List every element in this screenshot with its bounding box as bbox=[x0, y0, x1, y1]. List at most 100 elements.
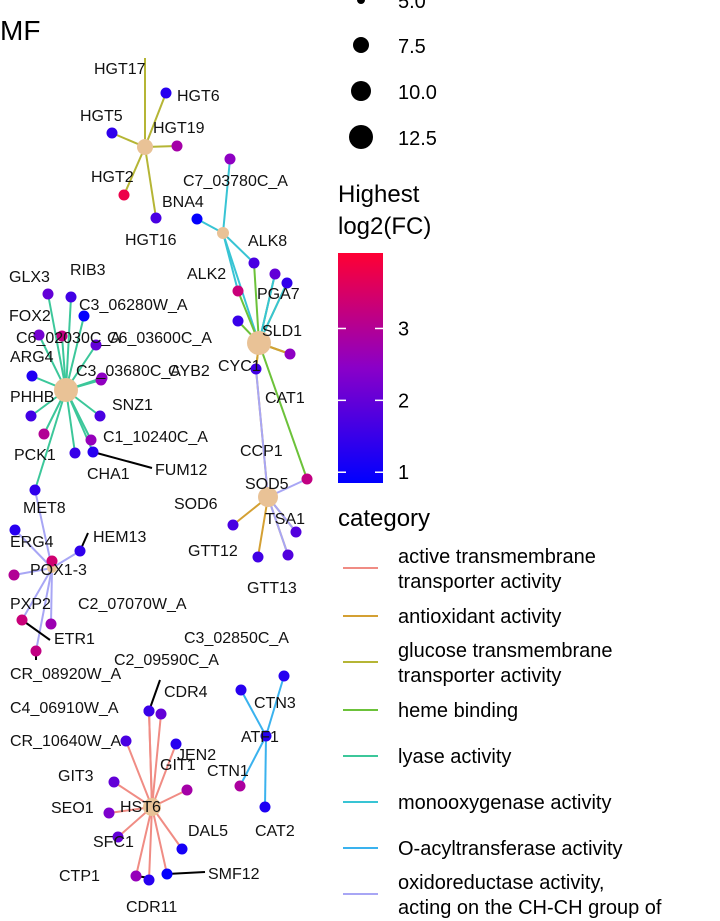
edge-hst-ctp1 bbox=[135, 806, 153, 877]
colorbar-title-line2: log2(FC) bbox=[338, 213, 431, 240]
gene-label-hgt6: HGT6 bbox=[177, 88, 220, 105]
edge-atf-c3-02850c-a bbox=[265, 675, 285, 737]
gene-node-ctn3 bbox=[235, 684, 247, 696]
gene-node-hgt5 bbox=[106, 127, 118, 139]
gene-node-fum12 bbox=[87, 446, 99, 458]
gene-label-gtt12: GTT12 bbox=[188, 543, 238, 560]
gene-label-sod6: SOD6 bbox=[174, 496, 218, 513]
gene-label-erg4: ERG4 bbox=[10, 534, 54, 551]
category-legend-label: glucose transmembrane bbox=[398, 640, 613, 662]
gene-label-cr-10640w-a: CR_10640W_A bbox=[10, 733, 122, 750]
category-legend-label: heme binding bbox=[398, 700, 518, 722]
gene-node-c3-06280w-a bbox=[78, 310, 90, 322]
gene-label-c1-10240c-a: C1_10240C_A bbox=[103, 429, 208, 446]
gene-node-c3-02850c-a bbox=[278, 670, 290, 682]
gene-label-c4-06910w-a: C4_06910W_A bbox=[10, 700, 119, 717]
gene-node-alk8 bbox=[248, 257, 260, 269]
gene-label-alk8: ALK8 bbox=[248, 233, 287, 250]
size-legend-label: 5.0 bbox=[398, 0, 426, 13]
size-legend-dot bbox=[351, 81, 371, 101]
gene-label-cr-08920w-a: CR_08920W_A bbox=[10, 666, 122, 683]
edge-phhb-rib3 bbox=[65, 296, 72, 391]
edge-pox-c2-07070w-a bbox=[50, 567, 53, 625]
edge-sod-ccp1 bbox=[255, 368, 269, 498]
gene-node-sod5 bbox=[301, 473, 313, 485]
category-hub-node bbox=[217, 227, 229, 239]
gene-label-glx3: GLX3 bbox=[9, 269, 50, 286]
gene-node-dal5 bbox=[176, 843, 188, 855]
gene-node-c6-03600c-a bbox=[90, 339, 102, 351]
category-hub-node bbox=[258, 487, 278, 507]
category-hub-node bbox=[54, 378, 78, 402]
gene-label-dal5: DAL5 bbox=[188, 823, 228, 840]
edge-sod-gtt13 bbox=[267, 496, 289, 556]
gene-node-sfc1 bbox=[112, 831, 124, 843]
label-layer: HGT17 HGT6 HGT5 HGT19 HGT2 HGT16 C7_03780C_A BN… bbox=[9, 61, 305, 916]
gene-node-atf1 bbox=[260, 730, 272, 742]
colorbar bbox=[338, 253, 383, 483]
gene-label-smf12: SMF12 bbox=[208, 866, 260, 883]
size-legend-label: 12.5 bbox=[398, 128, 437, 150]
gene-node-gtt12 bbox=[252, 551, 264, 563]
gene-label-hst6: HST6 bbox=[120, 799, 161, 816]
gene-label-gtt13: GTT13 bbox=[247, 580, 297, 597]
gene-node-glx3 bbox=[42, 288, 54, 300]
chart-title: MF bbox=[0, 15, 40, 46]
gene-label-arg4: ARG4 bbox=[10, 349, 54, 366]
node-layer bbox=[8, 87, 313, 886]
gene-label-ccp1: CCP1 bbox=[240, 443, 283, 460]
edge-hst-c4-06910w-a bbox=[148, 710, 153, 808]
gene-label-alk2: ALK2 bbox=[187, 266, 226, 283]
edge-sld-alk8 bbox=[253, 262, 260, 344]
edge-pox-erg4 bbox=[14, 529, 53, 569]
gene-label-jen2: JEN2 bbox=[177, 747, 216, 764]
gene-node-pxp2 bbox=[8, 569, 20, 581]
gene-label-tsa1: TSA1 bbox=[265, 511, 305, 528]
gene-label-git3: GIT3 bbox=[58, 768, 94, 785]
size-legend-label: 7.5 bbox=[398, 36, 426, 58]
edge-pox-etr1 bbox=[21, 567, 53, 621]
gene-node-hgt2 bbox=[118, 189, 130, 201]
gene-node-git3 bbox=[108, 776, 120, 788]
colorbar-title-line1: Highest bbox=[338, 181, 420, 208]
category-legend-label: antioxidant activity bbox=[398, 606, 561, 628]
gene-node-hgt19 bbox=[171, 140, 183, 152]
size-legend-dot bbox=[357, 0, 365, 4]
edge-atf-cat2 bbox=[264, 735, 267, 808]
size-legend-dot bbox=[349, 125, 373, 149]
edge-phhb-met8 bbox=[34, 389, 67, 491]
category-legend-label: lyase activity bbox=[398, 746, 511, 768]
gene-node-phhb bbox=[25, 410, 37, 422]
gene-label-seo1: SEO1 bbox=[51, 800, 94, 817]
category-legend-label: O-acyltransferase activity bbox=[398, 838, 623, 860]
gene-label-ctn1: CTN1 bbox=[207, 763, 249, 780]
gene-label-c6-02030c-a: C6_02030C_A bbox=[16, 330, 121, 347]
gene-label-cdr4: CDR4 bbox=[164, 684, 208, 701]
edge-pox-pxp2 bbox=[13, 567, 53, 576]
gene-node-fox2 bbox=[33, 329, 45, 341]
gene-node-cdr11 bbox=[143, 874, 155, 886]
gene-label-hgt2: HGT2 bbox=[91, 169, 134, 186]
gene-node-cr-10640w-a bbox=[120, 735, 132, 747]
gene-node-pck1 bbox=[38, 428, 50, 440]
gene-label-c7-03780c-a: C7_03780C_A bbox=[183, 173, 288, 190]
gene-label-c3-03680c-a: C3_03680C_A bbox=[76, 363, 181, 380]
gene-label-c2-09590c-a: C2_09590C_A bbox=[114, 652, 219, 669]
category-hub-node bbox=[137, 139, 153, 155]
gene-label-fox2: FOX2 bbox=[9, 308, 51, 325]
edge-pox-met8 bbox=[34, 489, 53, 569]
gene-node-cat1 bbox=[284, 348, 296, 360]
gene-node-c2-07070w-a bbox=[45, 618, 57, 630]
gene-label-hgt17: HGT17 bbox=[94, 61, 146, 78]
category-legend-label: monooxygenase activity bbox=[398, 792, 611, 814]
gene-node-hgt6 bbox=[160, 87, 172, 99]
gene-label-sod5: SOD5 bbox=[245, 476, 289, 493]
gene-node-snz1 bbox=[94, 410, 106, 422]
gene-label-etr1: ETR1 bbox=[54, 631, 95, 648]
gene-node-rib3 bbox=[65, 291, 77, 303]
gene-label-sfc1: SFC1 bbox=[93, 834, 134, 851]
gene-label-ctn3: CTN3 bbox=[254, 695, 296, 712]
category-legend-label: transporter activity bbox=[398, 571, 561, 593]
gene-node-tsa1 bbox=[290, 526, 302, 538]
